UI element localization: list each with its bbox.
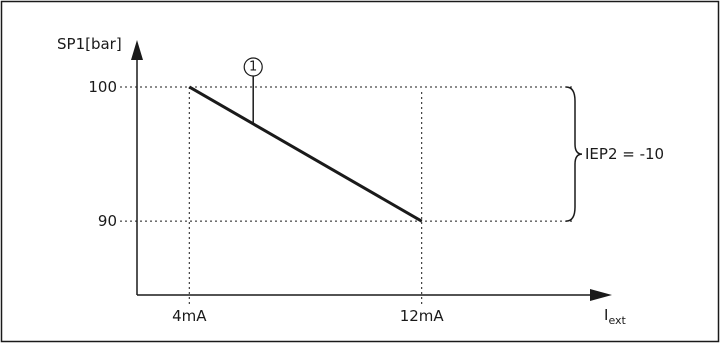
brace-label: IEP2 = -10: [585, 145, 664, 163]
x-axis-label-subscript: ext: [608, 314, 626, 327]
x-axis-label-main: I: [604, 306, 608, 324]
y-tick-label-100: 100: [88, 78, 117, 96]
x-tick-label-4ma: 4mA: [172, 307, 207, 325]
y-axis-arrow: [131, 40, 143, 60]
series-line: [188, 85, 423, 223]
y-tick-label-90: 90: [98, 212, 117, 230]
x-axis-label: Iext: [604, 306, 627, 327]
y-axis-label: SP1[bar]: [57, 35, 122, 53]
x-tick-label-12ma: 12mA: [400, 307, 445, 325]
callout-number: 1: [249, 60, 257, 75]
brace: [565, 86, 583, 222]
callout-circle: [243, 57, 263, 77]
x-axis-arrow: [590, 289, 612, 301]
